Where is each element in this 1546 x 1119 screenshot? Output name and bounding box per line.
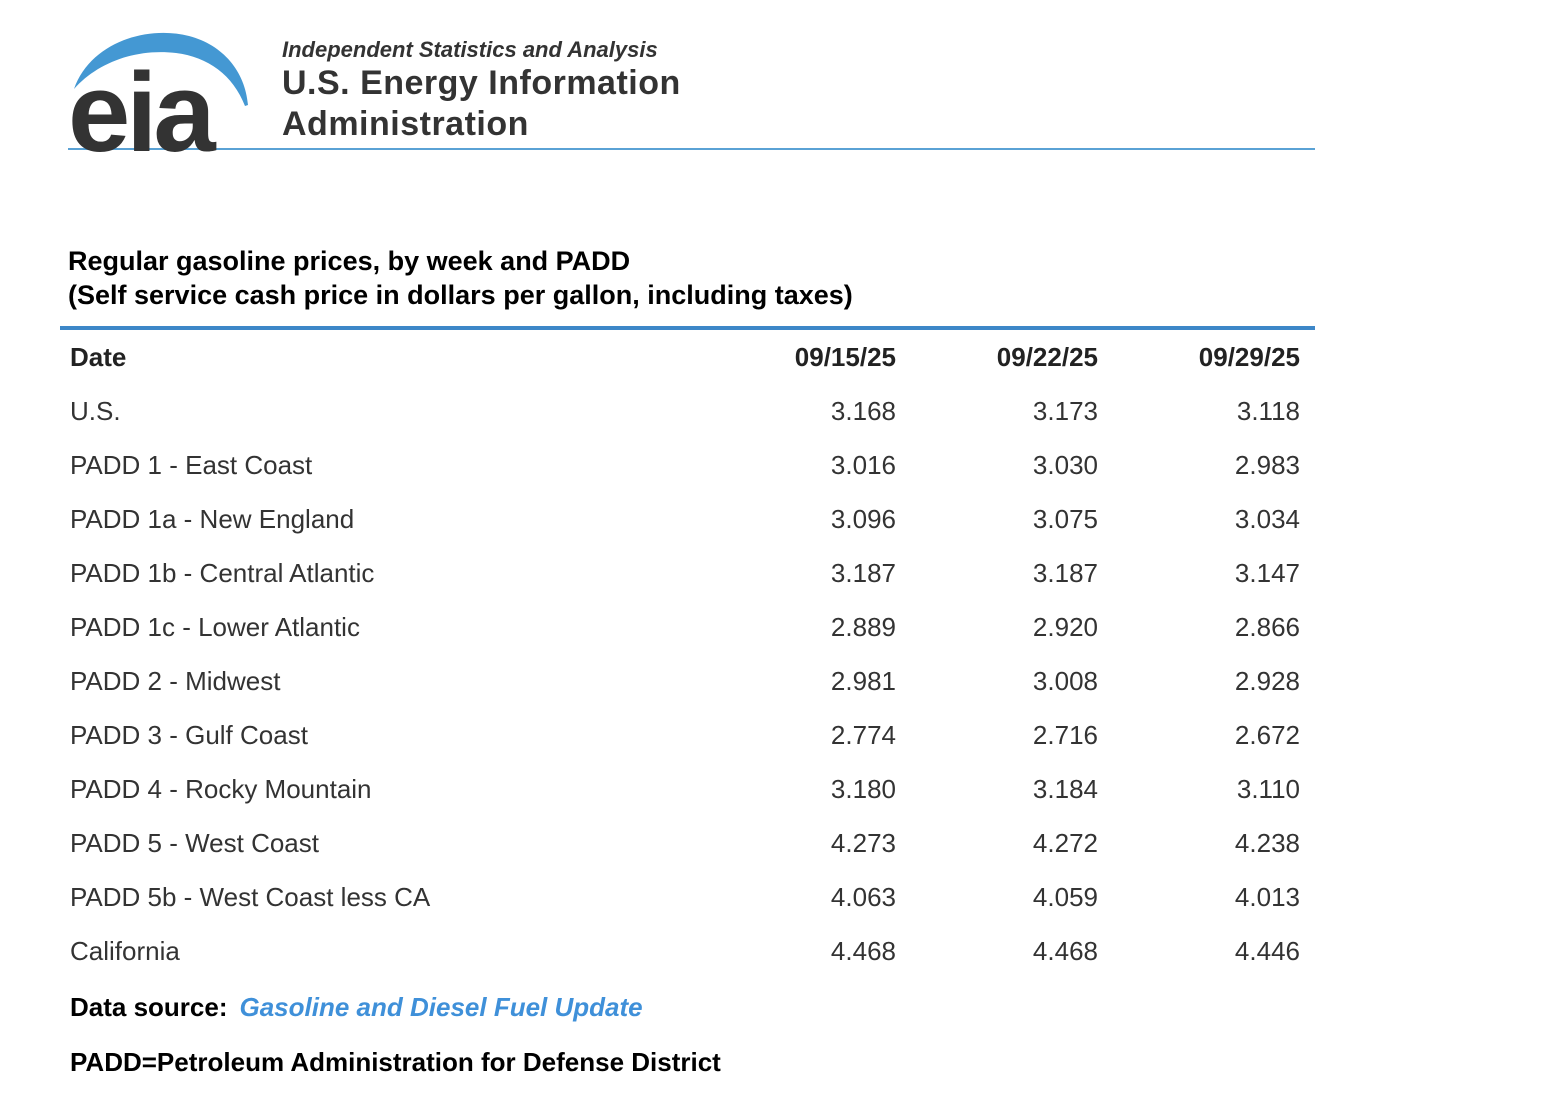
eia-logo-acronym: eia bbox=[68, 50, 216, 175]
row-value: 3.110 bbox=[1236, 773, 1300, 804]
row-value: 2.920 bbox=[1032, 611, 1098, 642]
report-title-line1: Regular gasoline prices, by week and PAD… bbox=[68, 246, 631, 276]
table-row: PADD 1c - Lower Atlantic 2.889 2.920 2.866 bbox=[60, 600, 1315, 654]
row-value: 3.008 bbox=[1032, 665, 1098, 696]
padd-definition: PADD=Petroleum Administration for Defens… bbox=[70, 1047, 721, 1077]
gasoline-price-table: Date 09/15/25 09/22/25 09/29/25 U.S. 3.16… bbox=[60, 330, 1315, 978]
row-value: 3.118 bbox=[1236, 395, 1300, 426]
table-row: PADD 2 - Midwest 2.981 3.008 2.928 bbox=[60, 654, 1315, 708]
row-value: 4.468 bbox=[830, 935, 896, 966]
row-value: 4.238 bbox=[1234, 827, 1300, 858]
row-value: 4.468 bbox=[1032, 935, 1098, 966]
row-value: 2.981 bbox=[830, 665, 896, 696]
row-value: 3.168 bbox=[830, 395, 896, 426]
page: eia Independent Statistics and Analysis … bbox=[0, 25, 1546, 1119]
table-row: PADD 3 - Gulf Coast 2.774 2.716 2.672 bbox=[60, 708, 1315, 762]
table-body: U.S. 3.168 3.173 3.118 PADD 1 - East Coast 3.… bbox=[60, 384, 1315, 978]
title-divider bbox=[60, 326, 1315, 330]
table-header-col3: 09/29/25 bbox=[1198, 341, 1300, 372]
row-value: 2.866 bbox=[1234, 611, 1300, 642]
row-value: 3.187 bbox=[830, 557, 896, 588]
eia-org-line2: Administration bbox=[282, 105, 529, 143]
row-label: PADD 5 - West Coast bbox=[70, 827, 319, 858]
row-label: California bbox=[70, 935, 180, 966]
table-header-col2: 09/22/25 bbox=[996, 341, 1098, 372]
row-label: PADD 2 - Midwest bbox=[70, 665, 281, 696]
row-value: 2.774 bbox=[830, 719, 896, 750]
row-value: 2.983 bbox=[1234, 449, 1300, 480]
eia-header: eia Independent Statistics and Analysis … bbox=[68, 25, 1315, 169]
row-value: 3.096 bbox=[830, 503, 896, 534]
row-value: 2.716 bbox=[1032, 719, 1098, 750]
eia-logo: eia bbox=[68, 25, 258, 169]
data-source-line: Data source: Gasoline and Diesel Fuel Upd… bbox=[70, 992, 1315, 1023]
table-row: PADD 4 - Rocky Mountain 3.180 3.184 3.110 bbox=[60, 762, 1315, 816]
eia-org-line1: U.S. Energy Information bbox=[282, 64, 681, 102]
table-row: PADD 1a - New England 3.096 3.075 3.034 bbox=[60, 492, 1315, 546]
row-value: 3.030 bbox=[1032, 449, 1098, 480]
eia-swoosh-icon bbox=[74, 32, 248, 106]
row-value: 3.173 bbox=[1032, 395, 1098, 426]
table-row: PADD 1 - East Coast 3.016 3.030 2.983 bbox=[60, 438, 1315, 492]
report-title-line2: (Self service cash price in dollars per … bbox=[68, 280, 853, 310]
row-value: 4.013 bbox=[1234, 881, 1300, 912]
row-label: PADD 1 - East Coast bbox=[70, 449, 313, 480]
table-header-row: Date 09/15/25 09/22/25 09/29/25 bbox=[60, 330, 1315, 384]
report-body: Regular gasoline prices, by week and PAD… bbox=[60, 244, 1315, 1078]
row-value: 3.016 bbox=[830, 449, 896, 480]
table-row: PADD 1b - Central Atlantic 3.187 3.187 3.14… bbox=[60, 546, 1315, 600]
row-value: 4.063 bbox=[830, 881, 896, 912]
row-value: 4.272 bbox=[1032, 827, 1098, 858]
row-label: PADD 4 - Rocky Mountain bbox=[70, 773, 372, 804]
data-source-link[interactable]: Gasoline and Diesel Fuel Update bbox=[239, 992, 643, 1022]
eia-tagline: Independent Statistics and Analysis bbox=[282, 37, 658, 62]
eia-logo-text: Independent Statistics and Analysis U.S.… bbox=[282, 25, 681, 145]
row-label: PADD 1a - New England bbox=[70, 503, 355, 534]
row-label: PADD 5b - West Coast less CA bbox=[70, 881, 431, 912]
row-label: U.S. bbox=[70, 395, 121, 426]
row-value: 3.184 bbox=[1032, 773, 1098, 804]
table-header-col1: 09/15/25 bbox=[794, 341, 896, 372]
row-label: PADD 3 - Gulf Coast bbox=[70, 719, 308, 750]
row-value: 3.034 bbox=[1234, 503, 1300, 534]
row-value: 4.059 bbox=[1032, 881, 1098, 912]
report-title: Regular gasoline prices, by week and PAD… bbox=[60, 244, 1315, 312]
row-label: PADD 1c - Lower Atlantic bbox=[70, 611, 360, 642]
table-row: PADD 5b - West Coast less CA 4.063 4.059 4.… bbox=[60, 870, 1315, 924]
data-source-label: Data source: bbox=[70, 992, 228, 1022]
row-value: 4.446 bbox=[1234, 935, 1300, 966]
table-row: U.S. 3.168 3.173 3.118 bbox=[60, 384, 1315, 438]
row-value: 3.180 bbox=[830, 773, 896, 804]
row-value: 2.928 bbox=[1234, 665, 1300, 696]
row-value: 3.187 bbox=[1032, 557, 1098, 588]
row-value: 3.147 bbox=[1234, 557, 1300, 588]
row-value: 4.273 bbox=[830, 827, 896, 858]
row-value: 2.889 bbox=[830, 611, 896, 642]
table-row: PADD 5 - West Coast 4.273 4.272 4.238 bbox=[60, 816, 1315, 870]
row-label: PADD 1b - Central Atlantic bbox=[70, 557, 375, 588]
row-value: 2.672 bbox=[1234, 719, 1300, 750]
table-header-date: Date bbox=[70, 341, 127, 372]
row-value: 3.075 bbox=[1032, 503, 1098, 534]
table-row: California 4.468 4.468 4.446 bbox=[60, 924, 1315, 978]
